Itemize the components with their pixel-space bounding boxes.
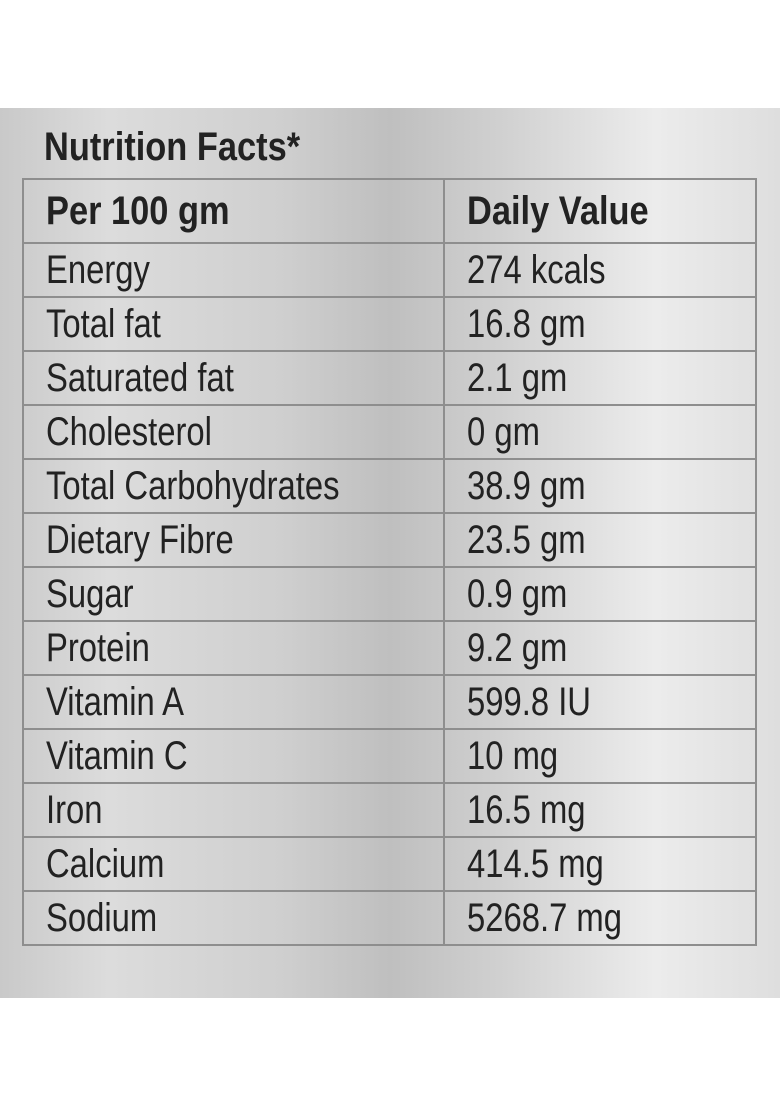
- nutrient-cell: Total Carbohydrates: [22, 458, 445, 514]
- table-row: Cholesterol 0 gm: [22, 404, 757, 460]
- nutrient-value: 274 kcals: [467, 247, 606, 292]
- nutrient-cell: Total fat: [22, 296, 445, 352]
- nutrient-value: 10 mg: [467, 733, 559, 778]
- nutrient-value: 599.8 IU: [467, 679, 591, 724]
- value-cell: 414.5 mg: [443, 836, 757, 892]
- value-cell: 274 kcals: [443, 242, 757, 298]
- value-cell: 0 gm: [443, 404, 757, 460]
- table-row: Iron 16.5 mg: [22, 782, 757, 838]
- nutrition-facts-panel: Nutrition Facts* Per 100 gm Daily Value …: [0, 108, 780, 998]
- nutrient-cell: Protein: [22, 620, 445, 676]
- nutrient-name: Vitamin C: [46, 733, 188, 778]
- table-row: Vitamin C 10 mg: [22, 728, 757, 784]
- nutrient-name: Total Carbohydrates: [46, 463, 340, 508]
- header-daily-value: Daily Value: [443, 178, 757, 244]
- table-row: Protein 9.2 gm: [22, 620, 757, 676]
- nutrient-value: 414.5 mg: [467, 841, 604, 886]
- nutrient-value: 38.9 gm: [467, 463, 586, 508]
- table-row: Saturated fat 2.1 gm: [22, 350, 757, 406]
- nutrient-name: Sugar: [46, 571, 134, 616]
- nutrient-value: 0 gm: [467, 409, 540, 454]
- nutrient-value: 23.5 gm: [467, 517, 586, 562]
- table-header-row: Per 100 gm Daily Value: [22, 178, 757, 244]
- header-daily-value-label: Daily Value: [467, 188, 649, 233]
- nutrient-value: 2.1 gm: [467, 355, 568, 400]
- value-cell: 38.9 gm: [443, 458, 757, 514]
- nutrient-value: 9.2 gm: [467, 625, 568, 670]
- table-row: Total fat 16.8 gm: [22, 296, 757, 352]
- nutrient-cell: Sodium: [22, 890, 445, 946]
- table-row: Sugar 0.9 gm: [22, 566, 757, 622]
- nutrient-name: Iron: [46, 787, 103, 832]
- value-cell: 9.2 gm: [443, 620, 757, 676]
- nutrient-cell: Saturated fat: [22, 350, 445, 406]
- table-row: Vitamin A 599.8 IU: [22, 674, 757, 730]
- table-row: Calcium 414.5 mg: [22, 836, 757, 892]
- nutrient-cell: Dietary Fibre: [22, 512, 445, 568]
- nutrient-cell: Iron: [22, 782, 445, 838]
- nutrient-cell: Energy: [22, 242, 445, 298]
- nutrient-name: Energy: [46, 247, 150, 292]
- nutrient-cell: Vitamin C: [22, 728, 445, 784]
- value-cell: 16.5 mg: [443, 782, 757, 838]
- nutrient-value: 16.8 gm: [467, 301, 586, 346]
- nutrient-name: Protein: [46, 625, 150, 670]
- nutrient-cell: Calcium: [22, 836, 445, 892]
- nutrient-name: Vitamin A: [46, 679, 184, 724]
- nutrient-name: Saturated fat: [46, 355, 234, 400]
- nutrient-cell: Cholesterol: [22, 404, 445, 460]
- nutrient-value: 0.9 gm: [467, 571, 568, 616]
- header-per-100-gm: Per 100 gm: [22, 178, 445, 244]
- nutrient-value: 16.5 mg: [467, 787, 586, 832]
- nutrient-name: Sodium: [46, 895, 158, 940]
- nutrient-name: Dietary Fibre: [46, 517, 234, 562]
- table-row: Total Carbohydrates 38.9 gm: [22, 458, 757, 514]
- table-row: Energy 274 kcals: [22, 242, 757, 298]
- table-row: Sodium 5268.7 mg: [22, 890, 757, 946]
- nutrient-name: Calcium: [46, 841, 165, 886]
- nutrition-facts-title: Nutrition Facts*: [44, 125, 301, 169]
- value-cell: 16.8 gm: [443, 296, 757, 352]
- nutrient-cell: Sugar: [22, 566, 445, 622]
- nutrient-value: 5268.7 mg: [467, 895, 623, 940]
- value-cell: 0.9 gm: [443, 566, 757, 622]
- value-cell: 23.5 gm: [443, 512, 757, 568]
- value-cell: 599.8 IU: [443, 674, 757, 730]
- value-cell: 2.1 gm: [443, 350, 757, 406]
- nutrient-name: Cholesterol: [46, 409, 212, 454]
- nutrient-name: Total fat: [46, 301, 161, 346]
- table-row: Dietary Fibre 23.5 gm: [22, 512, 757, 568]
- nutrition-table: Per 100 gm Daily Value Energy 274 kcals …: [22, 178, 757, 946]
- value-cell: 10 mg: [443, 728, 757, 784]
- nutrient-cell: Vitamin A: [22, 674, 445, 730]
- value-cell: 5268.7 mg: [443, 890, 757, 946]
- header-per-100-gm-label: Per 100 gm: [46, 188, 230, 233]
